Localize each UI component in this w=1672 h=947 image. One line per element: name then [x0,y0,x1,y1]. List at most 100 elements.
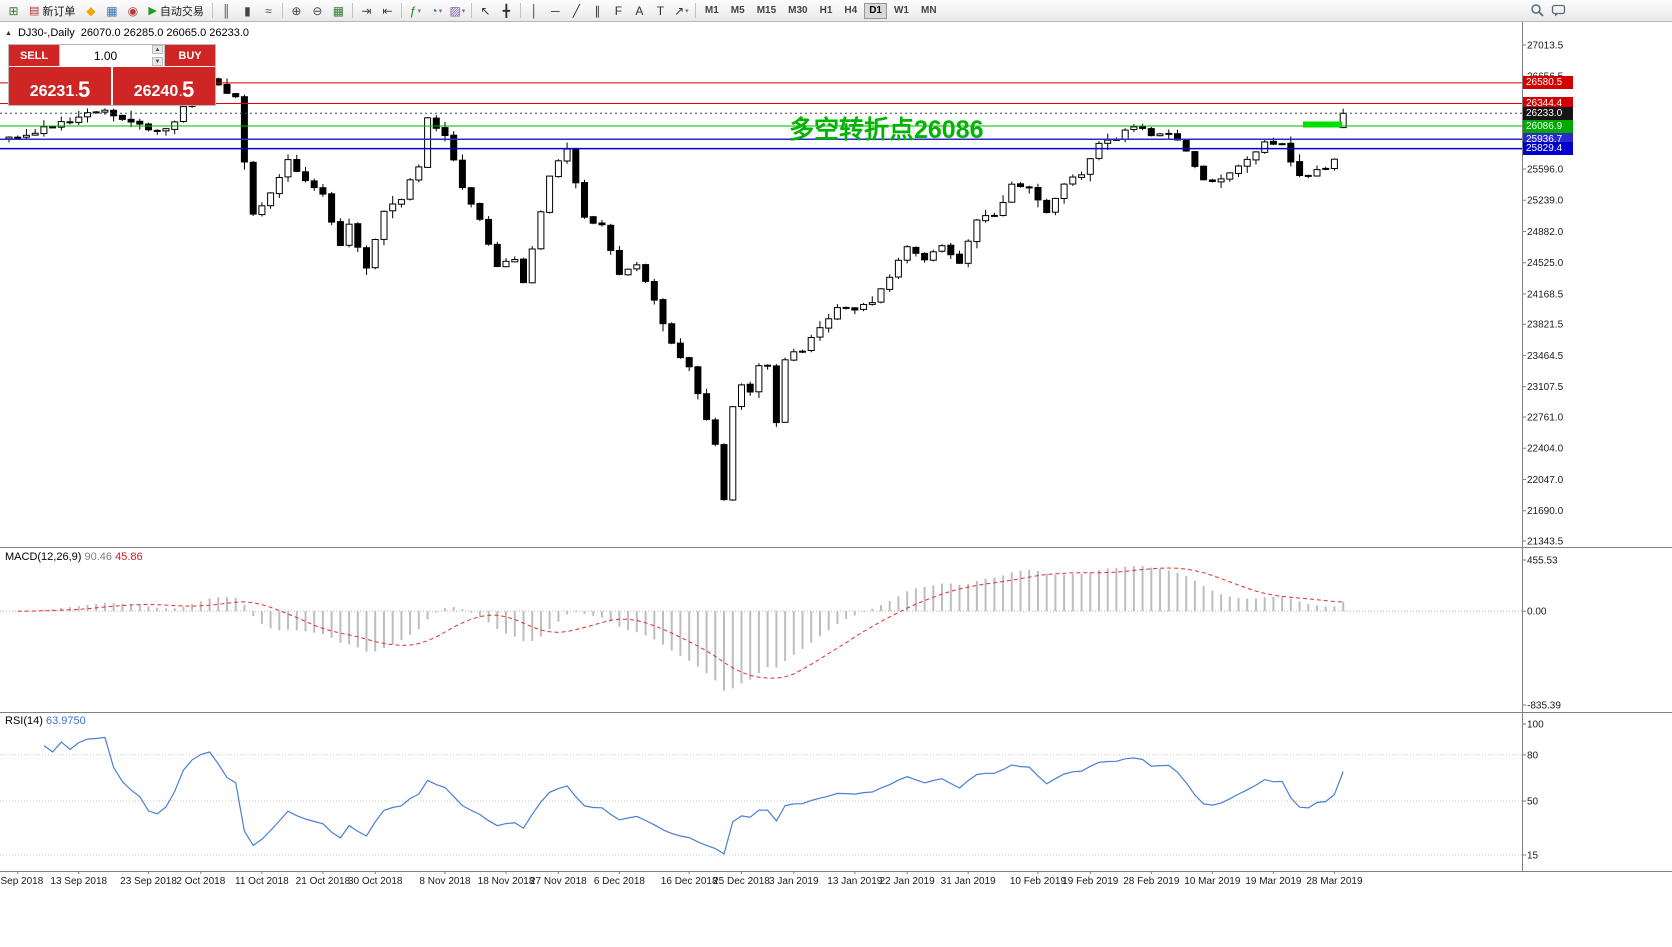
dropdown-caret-icon[interactable]: ▾ [461,7,466,15]
svg-text:25239.0: 25239.0 [1527,196,1564,207]
new-chart-icon[interactable]: ⊞ [3,2,24,20]
volume-input[interactable] [60,45,164,66]
arrow-objects-icon[interactable]: ↗ ▾ [671,2,692,20]
sell-price[interactable]: 26231. 5 [9,67,111,105]
line-chart-mode-icon[interactable]: ≈ [258,2,279,20]
ohlc-values: 26070.0 26285.0 26065.0 26233.0 [80,27,250,39]
timeframe-mn[interactable]: MN [920,5,937,16]
text-glyph-icon: A [635,3,644,18]
text-label-icon[interactable]: T [650,2,671,20]
dropdown-caret-icon[interactable]: ▾ [438,7,443,15]
toolbar: ⊞ ▤ 新订单 ◆ ▦ ◉ ▶ 自动交易 ║ ▮ ≈ ⊕ ⊖ ▦ ⇥ ⇤ ƒ ▾ ◔ ▾ ▨ ▾ ↖ ╋ │ ─ ╱ ∥ F A T ↗ ▾ M1… [0,0,1672,22]
volume-down-icon[interactable]: ▼ [152,57,163,66]
chart-shift-glyph-icon: ⇤ [382,3,393,18]
buy-price-main: 26240 [133,83,179,100]
chat-icon[interactable] [1548,2,1569,20]
indicators-icon[interactable]: ƒ ▾ [405,2,426,20]
market-watch-icon[interactable]: ▦ [101,2,122,20]
fibonacci-icon[interactable]: F [608,2,629,20]
svg-text:24525.0: 24525.0 [1527,258,1564,269]
new-order-label: 新订单 [42,5,76,18]
new-order-button[interactable]: ▤ 新订单 [24,2,80,20]
mql5-community-icon[interactable]: ◆ [80,2,101,20]
autotrading-button[interactable]: ▶ 自动交易 [143,2,208,20]
crosshair-icon[interactable]: ╋ [496,2,517,20]
trade-panel-top-row: SELL ▲ ▼ BUY [9,45,215,66]
sell-button[interactable]: SELL [9,45,59,66]
bar-chart-mode-icon[interactable]: ║ [216,2,237,20]
vertical-line-glyph-icon: │ [530,3,539,18]
svg-text:23107.5: 23107.5 [1527,382,1564,393]
timeframe-m1[interactable]: M1 [704,5,719,16]
svg-text:0.00: 0.00 [1527,607,1547,618]
svg-text:8 Nov 2018: 8 Nov 2018 [419,876,471,887]
market-watch-glyph-icon: ▦ [106,3,118,18]
svg-text:21343.5: 21343.5 [1527,537,1564,548]
navigator-glyph-icon: ◉ [127,3,139,18]
indicators-glyph-icon: ƒ [409,3,417,18]
timeframe-h4[interactable]: H4 [844,5,858,16]
svg-text:27013.5: 27013.5 [1527,41,1564,52]
tile-windows-icon[interactable]: ▦ [328,2,349,20]
svg-text:22 Jan 2019: 22 Jan 2019 [880,876,935,887]
one-click-trade-panel: SELL ▲ ▼ BUY 26231.5 26240.5 [8,44,216,106]
navigator-icon[interactable]: ◉ [122,2,143,20]
zoom-in-icon[interactable]: ⊕ [286,2,307,20]
toolbar-separator [281,3,283,18]
equidistant-channel-icon[interactable]: ∥ [587,2,608,20]
toolbar-separator [694,3,696,18]
svg-text:19 Mar 2019: 19 Mar 2019 [1245,876,1302,887]
collapse-trade-panel-icon[interactable]: ▲ [5,29,12,37]
svg-text:21 Oct 2018: 21 Oct 2018 [296,876,351,887]
buy-price-frac: 5 [182,77,195,103]
svg-text:13 Jan 2019: 13 Jan 2019 [827,876,882,887]
candlestick-mode-icon[interactable]: ▮ [237,2,258,20]
svg-text:100: 100 [1527,720,1544,731]
search-icon[interactable] [1527,2,1548,20]
volume-up-icon[interactable]: ▲ [152,45,163,54]
toolbar-separator [211,3,213,18]
text-icon[interactable]: A [629,2,650,20]
templates-glyph-icon: ▨ [449,3,461,18]
buy-button[interactable]: BUY [165,45,215,66]
svg-text:27 Nov 2018: 27 Nov 2018 [530,876,587,887]
price-line-label: 26233.0 [1523,106,1573,120]
dropdown-caret-icon[interactable]: ▾ [417,7,421,15]
svg-text:11 Oct 2018: 11 Oct 2018 [235,876,289,887]
price-line-label: 26086.9 [1523,119,1573,133]
timeframe-h1[interactable]: H1 [819,5,833,16]
templates-icon[interactable]: ▨ ▾ [447,2,468,20]
timeframe-d1[interactable]: D1 [864,2,887,19]
horizontal-lines[interactable] [0,82,1522,150]
svg-text:25 Dec 2018: 25 Dec 2018 [713,876,770,887]
zoom-out-icon[interactable]: ⊖ [307,2,328,20]
svg-text:22761.0: 22761.0 [1527,413,1564,424]
dropdown-caret-icon[interactable]: ▾ [685,7,689,15]
svg-text:80: 80 [1527,750,1539,761]
mql5-community-glyph-icon: ◆ [86,3,96,18]
buy-price[interactable]: 26240. 5 [113,67,215,105]
chart-shift-icon[interactable]: ⇤ [377,2,398,20]
svg-text:10 Feb 2019: 10 Feb 2019 [1010,876,1067,887]
vertical-line-icon[interactable]: │ [524,2,545,20]
svg-text:23 Sep 2018: 23 Sep 2018 [120,876,177,887]
volume-box: ▲ ▼ [59,45,165,66]
horizontal-line-icon[interactable]: ─ [545,2,566,20]
candles [5,77,1347,501]
trendline-icon[interactable]: ╱ [566,2,587,20]
timeframe-w1[interactable]: W1 [893,5,909,16]
auto-scroll-icon[interactable]: ⇥ [356,2,377,20]
svg-text:18 Nov 2018: 18 Nov 2018 [478,876,535,887]
periods-icon[interactable]: ◔ ▾ [426,2,447,20]
timeframe-m30[interactable]: M30 [788,5,808,16]
trade-panel-price-row: 26231. 5 26240. 5 [9,66,215,105]
svg-text:25596.0: 25596.0 [1527,165,1564,176]
price-line-label: 26580.5 [1523,76,1573,90]
timeframe-m15[interactable]: M15 [756,5,777,16]
macd-label: MACD(12,26,9) 90.46 45.86 [5,551,143,563]
svg-text:50: 50 [1527,797,1539,808]
timeframe-m5[interactable]: M5 [730,5,745,16]
cursor-icon[interactable]: ↖ [475,2,496,20]
svg-text:24168.5: 24168.5 [1527,289,1564,300]
svg-text:13 Sep 2018: 13 Sep 2018 [50,876,107,887]
